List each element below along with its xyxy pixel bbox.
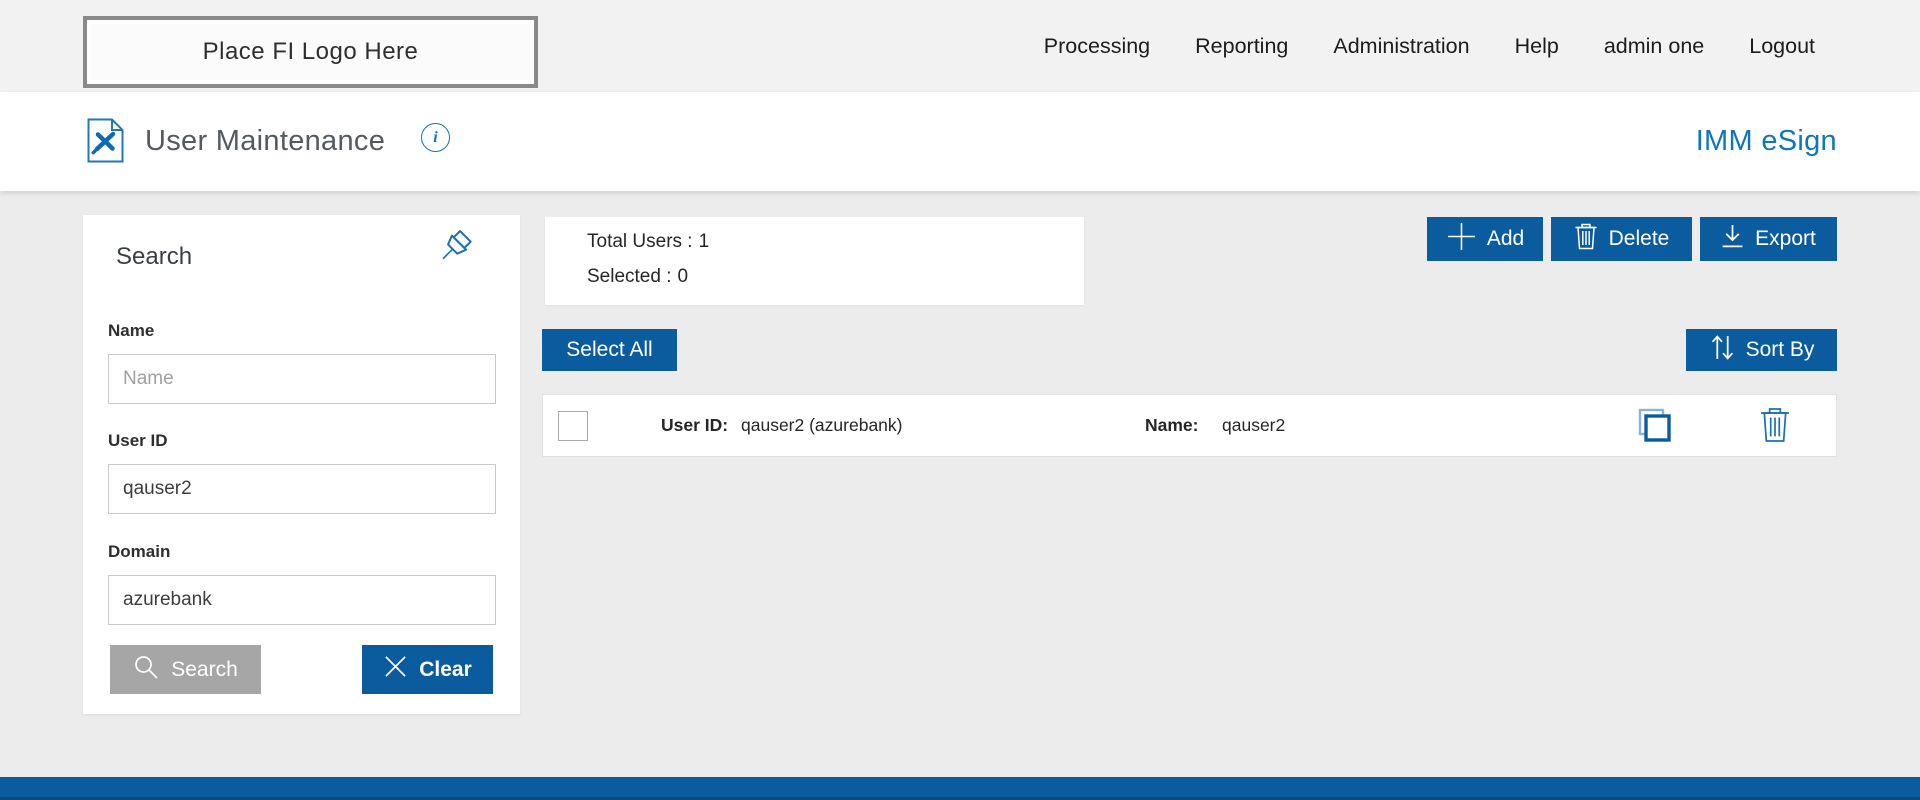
domain-input[interactable] [108,575,496,625]
fi-logo-text: Place FI Logo Here [202,38,419,65]
page-title: User Maintenance [145,125,386,157]
plus-icon [1446,221,1477,258]
sort-by-button[interactable]: Sort By [1686,329,1837,371]
add-button-label: Add [1486,227,1525,250]
export-button-label: Export [1755,227,1816,250]
name-input[interactable] [108,354,496,404]
clear-button-label: Clear [419,657,472,681]
row-checkbox[interactable] [558,411,588,441]
pin-icon[interactable] [431,225,475,271]
sort-arrows-icon [1709,334,1736,367]
footer-bar [0,777,1920,797]
selected-value: 0 [677,266,689,287]
select-all-label: Select All [566,338,653,361]
nav-item-help[interactable]: Help [1514,33,1559,58]
delete-button[interactable]: Delete [1551,217,1692,261]
top-bar: Place FI Logo Here Processing Reporting … [0,0,1920,92]
download-icon [1721,224,1744,255]
info-icon[interactable]: i [421,123,450,152]
total-users-value: 1 [698,231,710,252]
footer-edge [0,797,1920,800]
nav-item-admin-one[interactable]: admin one [1603,33,1705,58]
nav-item-processing[interactable]: Processing [1043,33,1151,58]
nav-item-logout[interactable]: Logout [1749,33,1815,58]
total-users-label: Total Users : [587,231,693,252]
trash-icon [1574,223,1598,256]
search-button[interactable]: Search [110,645,261,694]
delete-user-icon[interactable] [1759,405,1791,448]
row-user-id-label: User ID: [661,415,729,435]
nav-item-administration[interactable]: Administration [1333,33,1470,58]
search-button-label: Search [171,657,238,681]
top-navigation: Processing Reporting Administration Help… [1044,0,1815,92]
fi-logo-placeholder: Place FI Logo Here [83,16,538,88]
product-name: IMM eSign [1695,125,1837,157]
add-button[interactable]: Add [1427,217,1543,261]
search-panel-title: Search [116,243,193,270]
sort-by-label: Sort By [1745,338,1815,361]
user-id-input[interactable] [108,464,496,514]
row-name-label: Name: [1145,415,1199,435]
search-icon [133,654,159,686]
row-name-value: qauser2 [1222,415,1286,435]
user-list-row: User ID: qauser2 (azurebank) Name: qause… [542,394,1837,457]
clear-x-icon [383,654,408,685]
user-maintenance-icon [87,118,124,168]
name-field-label: Name [108,321,155,340]
domain-field-label: Domain [108,542,171,561]
copy-user-icon[interactable] [1633,405,1673,450]
total-users-line: Total Users :1 [587,231,709,253]
page-header: User Maintenance i IMM eSign [0,92,1920,191]
user-id-field-label: User ID [108,431,168,450]
selected-label: Selected : [587,266,672,287]
clear-button[interactable]: Clear [362,645,493,694]
row-user-id-value: qauser2 (azurebank) [741,415,903,435]
delete-button-label: Delete [1608,227,1670,250]
summary-box: Total Users :1 Selected :0 [545,217,1084,305]
selected-line: Selected :0 [587,266,688,288]
search-panel: Search Name User ID Domain Se [83,215,520,714]
export-button[interactable]: Export [1700,217,1837,261]
nav-item-reporting[interactable]: Reporting [1195,33,1289,58]
select-all-button[interactable]: Select All [542,329,677,371]
